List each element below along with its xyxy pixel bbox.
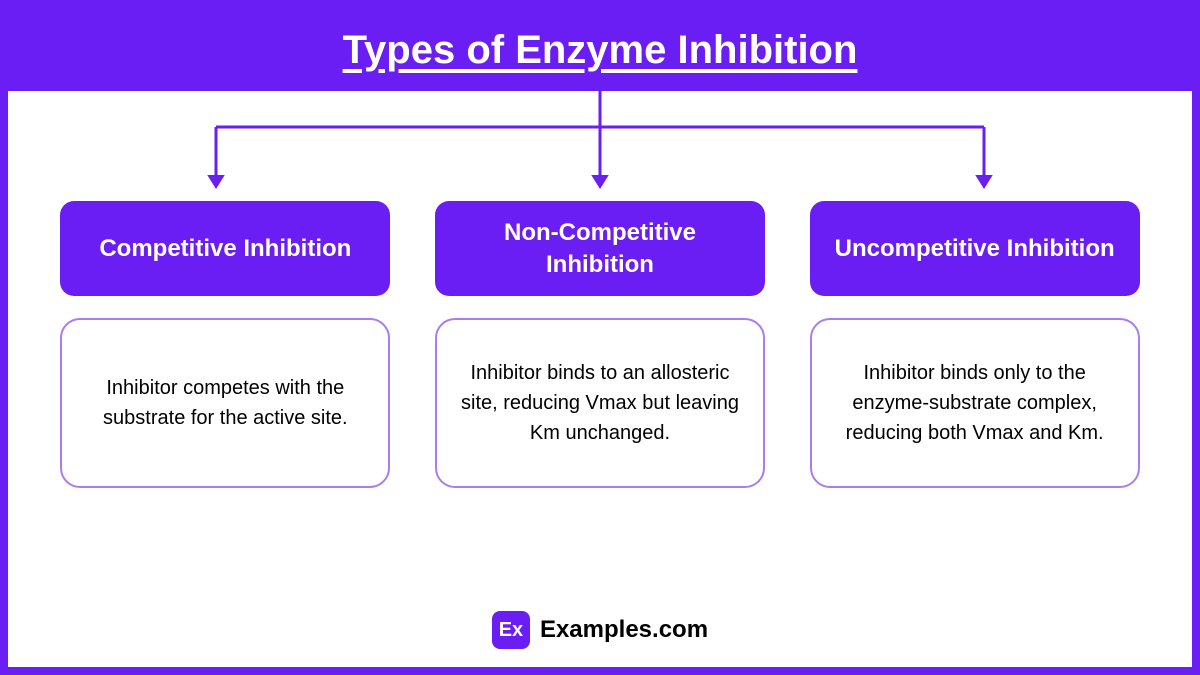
branch-column: Non-Competitive Inhibition Inhibitor bind… [435,201,765,488]
footer-site: Examples.com [540,616,708,644]
page-title: Types of Enzyme Inhibition [8,28,1192,73]
logo-icon: Ex [492,611,530,649]
branch-label: Uncompetitive Inhibition [810,201,1140,296]
branch-description: Inhibitor binds to an allosteric site, r… [435,318,765,488]
diagram-frame: Types of Enzyme Inhibition Competitive I… [0,0,1200,675]
branch-label: Competitive Inhibition [60,201,390,296]
branch-description: Inhibitor binds only to the enzyme-subst… [810,318,1140,488]
connector-area [8,91,1192,201]
branch-column: Competitive Inhibition Inhibitor competes… [60,201,390,488]
header-bar: Types of Enzyme Inhibition [8,8,1192,91]
footer: Ex Examples.com [8,611,1192,649]
branch-description: Inhibitor competes with the substrate fo… [60,318,390,488]
connector-svg [8,91,1192,201]
branch-column: Uncompetitive Inhibition Inhibitor binds … [810,201,1140,488]
logo-text: Ex [499,619,523,642]
columns-row: Competitive Inhibition Inhibitor competes… [8,201,1192,488]
branch-label: Non-Competitive Inhibition [435,201,765,296]
